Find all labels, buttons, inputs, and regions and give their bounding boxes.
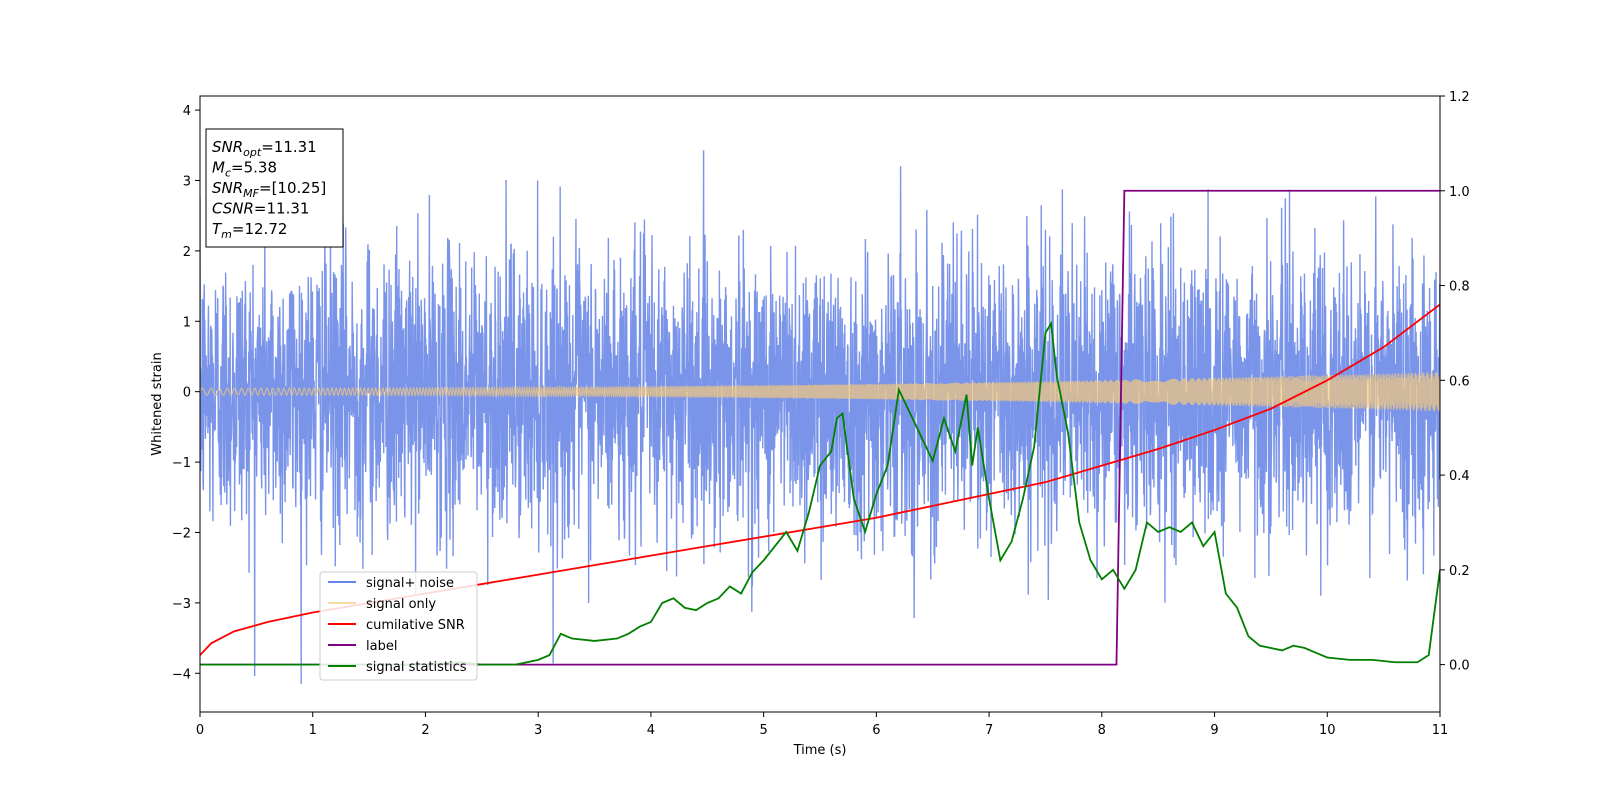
y-left-tick-label: −4 bbox=[172, 667, 191, 682]
y-axis-left: −4 −3 −2 −1 0 1 2 3 4 bbox=[172, 104, 200, 682]
series-signal-only-line bbox=[200, 372, 1440, 412]
y-right-tick-label: 0.4 bbox=[1449, 469, 1470, 484]
plot-frame bbox=[199, 95, 1441, 713]
y-left-tick-label: 1 bbox=[183, 315, 191, 330]
y-left-tick-label: 0 bbox=[183, 386, 191, 401]
x-tick-label: 10 bbox=[1319, 723, 1336, 738]
x-tick-label: 3 bbox=[534, 723, 542, 738]
y-right-tick-label: 0.2 bbox=[1449, 564, 1470, 579]
y-right-tick-label: 0.6 bbox=[1449, 374, 1470, 389]
info-box-line: SNRopt=11.31 bbox=[212, 138, 317, 159]
y-left-tick-label: 3 bbox=[183, 174, 191, 189]
legend-entry: signal only bbox=[366, 597, 436, 612]
x-tick-label: 9 bbox=[1210, 723, 1218, 738]
info-box-line: CSNR=11.31 bbox=[212, 200, 309, 218]
info-box-line: SNRMF=[10.25] bbox=[212, 179, 326, 200]
y-axis-right: 0.0 0.2 0.4 0.6 0.8 1.0 1.2 bbox=[1440, 90, 1470, 674]
x-tick-label: 2 bbox=[421, 723, 429, 738]
info-box-line: Mc=5.38 bbox=[212, 159, 277, 180]
legend: signal+ noise signal only cumilative SNR la… bbox=[319, 571, 478, 681]
y-right-tick-label: 0.0 bbox=[1449, 659, 1470, 674]
series-signal-statistics-line bbox=[200, 320, 1440, 666]
x-tick-label: 1 bbox=[309, 723, 317, 738]
x-axis: 0 1 2 3 4 5 6 7 8 9 10 11 bbox=[196, 712, 1448, 738]
legend-entry: cumilative SNR bbox=[366, 618, 465, 633]
x-tick-label: 6 bbox=[872, 723, 880, 738]
y-left-tick-label: −3 bbox=[172, 597, 191, 612]
info-box-line: Tm=12.72 bbox=[212, 220, 287, 241]
x-tick-label: 0 bbox=[196, 723, 204, 738]
x-axis-label: Time (s) bbox=[793, 743, 847, 758]
legend-entry: signal statistics bbox=[366, 660, 467, 675]
legend-entry: signal+ noise bbox=[366, 576, 454, 591]
x-tick-label: 4 bbox=[647, 723, 655, 738]
y-right-tick-label: 0.8 bbox=[1449, 280, 1470, 295]
x-tick-label: 5 bbox=[759, 723, 767, 738]
x-tick-label: 7 bbox=[985, 723, 993, 738]
y-axis-label: Whitened strain bbox=[150, 352, 165, 455]
series-cumulative-snr-line bbox=[200, 303, 1440, 656]
x-tick-label: 11 bbox=[1432, 723, 1449, 738]
series-label-line bbox=[200, 189, 1440, 666]
y-right-tick-label: 1.2 bbox=[1449, 90, 1470, 105]
y-left-tick-label: −2 bbox=[172, 526, 191, 541]
y-left-tick-label: −1 bbox=[172, 456, 191, 471]
y-left-tick-label: 2 bbox=[183, 245, 191, 260]
y-left-tick-label: 4 bbox=[183, 104, 191, 119]
y-right-tick-label: 1.0 bbox=[1449, 185, 1470, 200]
x-tick-label: 8 bbox=[1098, 723, 1106, 738]
legend-entry: label bbox=[366, 639, 397, 654]
info-box: SNRopt=11.31Mc=5.38SNRMF=[10.25]CSNR=11.… bbox=[205, 128, 344, 248]
